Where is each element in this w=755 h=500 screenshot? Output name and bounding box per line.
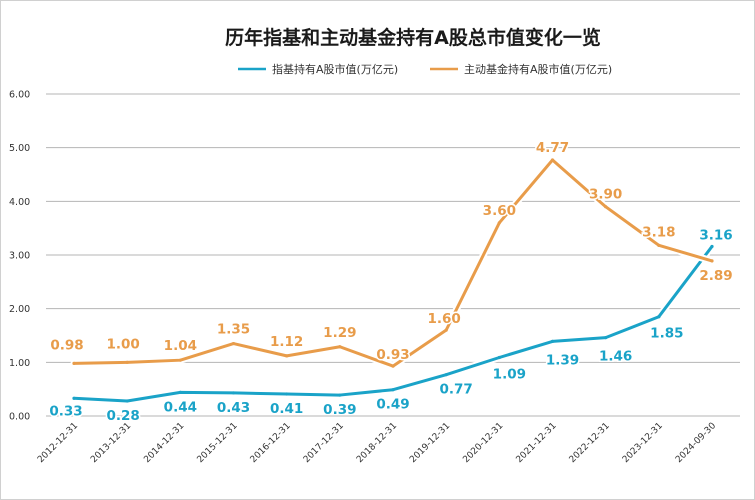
data-label: 1.35	[217, 322, 250, 338]
data-point	[604, 336, 608, 340]
data-label: 0.49	[376, 397, 409, 413]
data-point	[72, 396, 76, 400]
y-tick-label: 2.00	[9, 304, 30, 315]
data-label: 0.93	[376, 347, 409, 363]
y-tick-label: 3.00	[9, 251, 30, 262]
data-point	[338, 393, 342, 397]
data-label: 1.46	[599, 349, 632, 365]
x-tick-label: 2013-12-31	[89, 421, 133, 465]
series-layer	[70, 156, 716, 405]
grid	[46, 93, 740, 417]
x-tick-label: 2018-12-31	[355, 421, 399, 465]
data-point	[178, 390, 182, 394]
data-label: 4.77	[536, 140, 569, 156]
x-tick-label: 2012-12-31	[36, 421, 80, 465]
data-point	[391, 388, 395, 392]
data-point	[550, 158, 555, 162]
data-point	[444, 328, 448, 332]
chart-title: 历年指基和主动基金持有A股总市值变化一览	[225, 26, 601, 49]
data-point	[657, 315, 661, 319]
data-point	[231, 341, 236, 346]
y-tick-label: 1.00	[9, 358, 30, 369]
data-label: 3.16	[699, 227, 732, 243]
data-labels: 0.33 0.28 0.44 0.43 0.41 0.39 0.49 0.77 1.09 1.39…	[48, 139, 734, 426]
data-point	[285, 392, 289, 396]
data-label: 0.44	[164, 399, 197, 415]
data-point	[710, 244, 714, 249]
y-tick-label: 6.00	[9, 90, 30, 101]
data-label: 1.85	[650, 326, 683, 342]
x-tick-label: 2022-12-31	[568, 421, 612, 465]
y-tick-label: 4.00	[9, 197, 30, 208]
data-label: 2.89	[699, 268, 732, 284]
data-label: 0.43	[217, 400, 250, 416]
data-point	[125, 399, 129, 403]
data-label: 3.60	[483, 203, 516, 219]
data-label: 1.29	[323, 325, 356, 341]
x-tick-label: 2019-12-31	[408, 421, 452, 465]
x-tick-label: 2020-12-31	[461, 421, 505, 465]
data-label: 1.39	[546, 352, 579, 368]
data-point	[497, 221, 501, 225]
series-line-index	[72, 244, 714, 403]
data-label: 3.90	[589, 187, 622, 203]
data-label: 1.00	[107, 336, 140, 352]
data-point	[178, 358, 182, 362]
y-axis: 0.00 1.00 2.00 3.00 4.00 5.00 6.00	[9, 90, 30, 423]
x-tick-label: 2015-12-31	[196, 421, 240, 465]
legend-label-active: 主动基金持有A股市值(万亿元)	[464, 62, 612, 76]
data-point	[72, 361, 76, 366]
data-point	[285, 354, 289, 358]
data-label: 0.98	[50, 337, 83, 353]
y-tick-label: 5.00	[9, 143, 30, 154]
legend-label-index: 指基持有A股市值(万亿元)	[272, 62, 398, 76]
x-tick-label: 2024-09-30	[674, 421, 718, 465]
data-label: 1.60	[428, 311, 461, 327]
data-label: 3.18	[642, 224, 675, 240]
data-label: 1.09	[493, 367, 526, 383]
data-point	[338, 345, 342, 349]
data-point	[550, 339, 555, 344]
data-point	[444, 373, 448, 377]
data-label: 1.04	[164, 338, 197, 354]
x-tick-label: 2017-12-31	[302, 421, 346, 465]
data-label: 0.41	[270, 401, 303, 417]
x-tick-label: 2014-12-31	[142, 421, 186, 465]
data-point	[657, 243, 661, 247]
x-tick-label: 2021-12-31	[515, 421, 559, 465]
y-tick-label: 0.00	[9, 412, 30, 423]
data-label: 0.77	[440, 382, 473, 398]
legend: 指基持有A股市值(万亿元) 主动基金持有A股市值(万亿元)	[238, 62, 612, 76]
data-point	[497, 355, 501, 360]
data-point	[391, 364, 395, 368]
series-halo-0	[70, 242, 716, 405]
data-label: 0.39	[323, 402, 356, 418]
data-point	[125, 360, 129, 364]
data-label: 0.28	[107, 408, 140, 424]
data-label: 1.12	[270, 334, 303, 350]
x-axis: 2012-12-31 2013-12-31 2014-12-31 2015-12-31…	[36, 421, 718, 465]
x-tick-label: 2016-12-31	[249, 421, 293, 465]
data-label: 0.33	[49, 403, 82, 419]
data-point	[231, 391, 236, 395]
x-tick-label: 2023-12-31	[621, 421, 665, 465]
data-point	[604, 205, 608, 209]
data-point	[710, 259, 714, 263]
